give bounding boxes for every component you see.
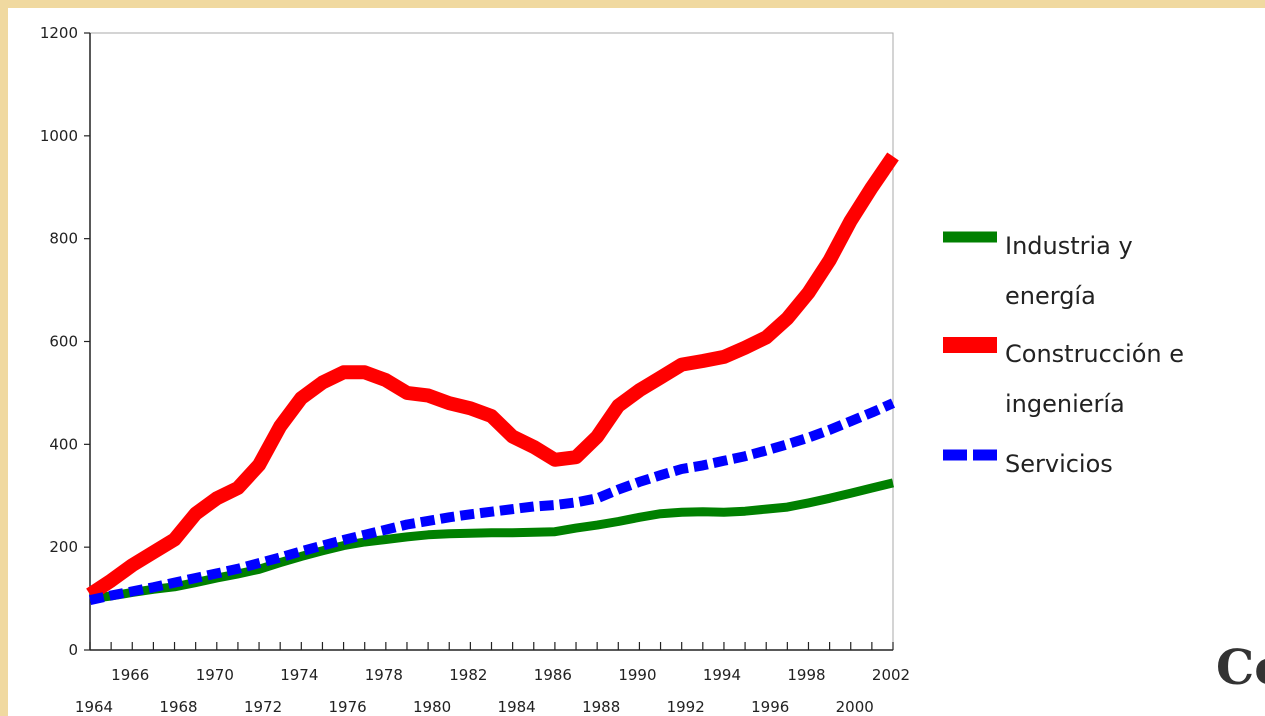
x-tick-label-bottom: 1964 bbox=[75, 698, 113, 716]
x-tick-label-top: 1994 bbox=[703, 666, 741, 684]
x-tick-label-top: 1966 bbox=[111, 666, 149, 684]
y-tick-label: 800 bbox=[49, 230, 78, 248]
x-tick-label-bottom: 1972 bbox=[244, 698, 282, 716]
series-line-servicios bbox=[88, 398, 896, 605]
y-tick-label: 400 bbox=[49, 435, 78, 453]
y-tick-label: 600 bbox=[49, 333, 78, 351]
legend-label-2: Construcción e bbox=[1005, 340, 1184, 368]
legend-label-2: ingeniería bbox=[1005, 390, 1125, 418]
y-tick-label: 1000 bbox=[40, 127, 78, 145]
x-tick-label-bottom: 1984 bbox=[498, 698, 536, 716]
x-tick-label-bottom: 1968 bbox=[159, 698, 197, 716]
x-tick-label-top: 1998 bbox=[787, 666, 825, 684]
y-tick-label: 200 bbox=[49, 538, 78, 556]
series-line-industria bbox=[89, 478, 895, 604]
legend-label-3: Servicios bbox=[1005, 450, 1113, 478]
chart-series bbox=[86, 152, 899, 605]
chart-tick-labels: 0 200 400 600 800 1000 1200 1966 1970 1974 1978 198… bbox=[40, 24, 910, 716]
chart-axes bbox=[84, 32, 894, 651]
x-tick-label-bottom: 1976 bbox=[328, 698, 366, 716]
x-tick-label-top: 1978 bbox=[365, 666, 403, 684]
plot-frame bbox=[89, 32, 894, 651]
x-tick-label-bottom: 1980 bbox=[413, 698, 451, 716]
x-tick-label-bottom: 1992 bbox=[667, 698, 705, 716]
x-tick-label-top: 1990 bbox=[618, 666, 656, 684]
legend-label-1: Industria y bbox=[1005, 232, 1133, 260]
x-tick-label-bottom: 1996 bbox=[751, 698, 789, 716]
x-tick-label-top: 1970 bbox=[196, 666, 234, 684]
series-line-construccion bbox=[86, 152, 899, 601]
x-tick-label-top: 1982 bbox=[449, 666, 487, 684]
legend-label-1: energía bbox=[1005, 282, 1096, 310]
x-tick-label-top: 1974 bbox=[280, 666, 318, 684]
x-tick-label-top: 1986 bbox=[534, 666, 572, 684]
chart-legend: Industria y energía Construcción e ingenier… bbox=[943, 231, 1184, 478]
x-tick-label-bottom: 1988 bbox=[582, 698, 620, 716]
chart-panel bbox=[8, 8, 1265, 716]
y-tick-label: 1200 bbox=[40, 24, 78, 42]
corner-heading-fragment: Co bbox=[1216, 640, 1265, 696]
x-tick-label-top: 2002 bbox=[872, 666, 910, 684]
y-tick-label: 0 bbox=[68, 641, 78, 659]
x-tick-label-bottom: 2000 bbox=[836, 698, 874, 716]
